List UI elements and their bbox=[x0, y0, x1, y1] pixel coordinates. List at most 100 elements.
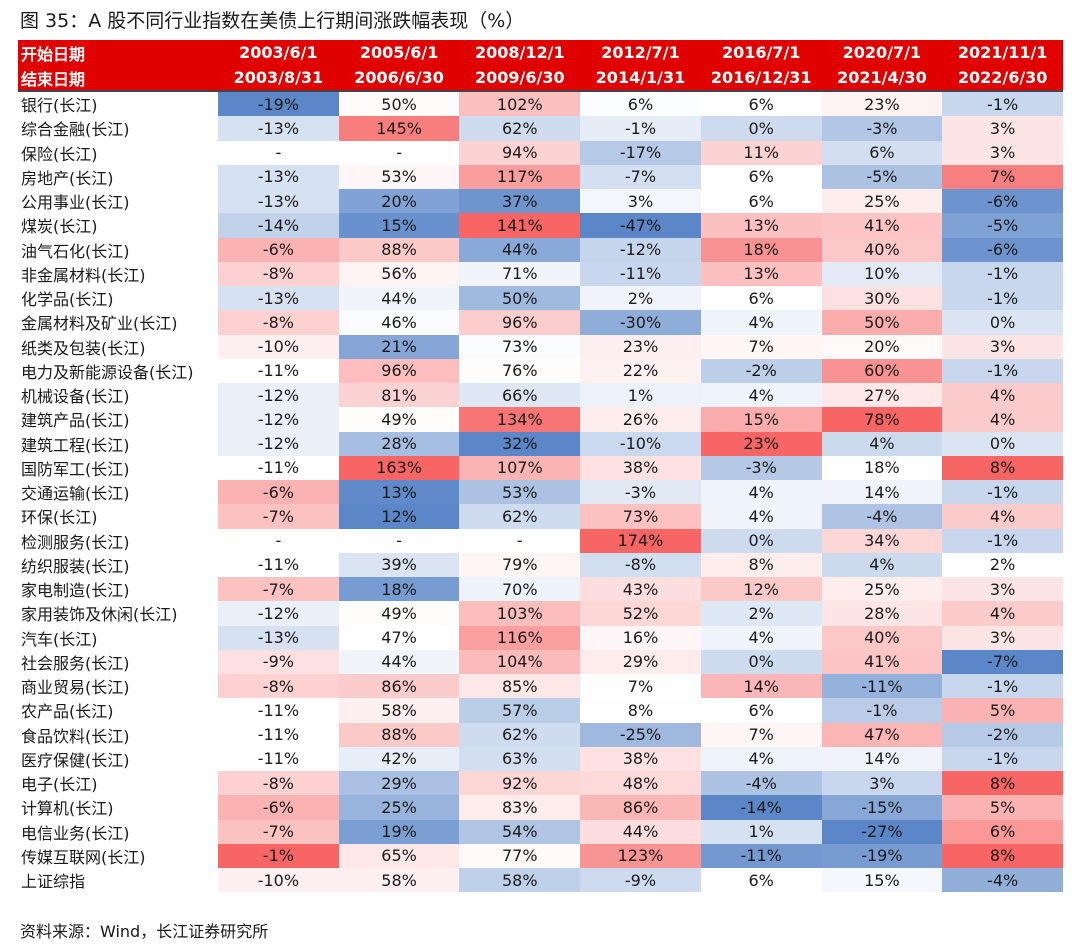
heatmap-cell: -1% bbox=[942, 261, 1063, 286]
heatmap-cell: 47% bbox=[821, 722, 943, 747]
heatmap-cell: -1% bbox=[580, 116, 701, 141]
row-label: 家电制造(长江) bbox=[21, 581, 130, 601]
heatmap-cell: -30% bbox=[580, 310, 701, 335]
table-row: 综合金融(长江) -13% 145% 62% -1% 0% -3% 3% bbox=[18, 116, 1063, 141]
heatmap-cell: -1% bbox=[942, 91, 1063, 117]
table-row: 油气石化(长江) -6% 88% 44% -12% 18% 40% -6% bbox=[18, 237, 1063, 262]
heatmap-cell: 15% bbox=[821, 868, 943, 893]
row-label: 纺织服装(长江) bbox=[21, 556, 130, 576]
heatmap-cell: 53% bbox=[459, 480, 581, 505]
heatmap-cell: 3% bbox=[942, 116, 1063, 141]
heatmap-cell: 44% bbox=[459, 237, 581, 262]
heatmap-cell: 163% bbox=[338, 455, 460, 480]
heatmap-cell: 0% bbox=[700, 528, 822, 553]
heatmap-cell: 13% bbox=[338, 480, 460, 505]
heatmap-cell: 6% bbox=[700, 91, 822, 117]
heatmap-cell: 71% bbox=[459, 261, 581, 286]
row-label: 汽车(长江) bbox=[21, 629, 98, 649]
heatmap-cell: 16% bbox=[580, 625, 701, 650]
heatmap-cell: 28% bbox=[338, 431, 460, 456]
heatmap-cell: 39% bbox=[338, 552, 460, 577]
heatmap-cell: -11% bbox=[218, 746, 339, 771]
heatmap-cell: 32% bbox=[459, 431, 581, 456]
heatmap-cell: 5% bbox=[942, 795, 1063, 820]
heatmap-cell: 18% bbox=[700, 237, 822, 262]
row-label: 家用装饰及休闲(长江) bbox=[21, 605, 178, 625]
heatmap-cell: 23% bbox=[580, 334, 701, 359]
heatmap-cell: 49% bbox=[338, 601, 460, 626]
heatmap-cell: 6% bbox=[942, 819, 1063, 844]
table-row: 煤炭(长江) -14% 15% 141% -47% 13% 41% -5% bbox=[18, 213, 1063, 238]
heatmap-cell: -25% bbox=[580, 722, 701, 747]
heatmap-table: 开始日期 2003/6/1 2005/6/1 2008/12/1 2012/7/1 20… bbox=[18, 40, 1063, 893]
heatmap-cell: -7% bbox=[942, 649, 1063, 674]
row-label: 化学品(长江) bbox=[21, 290, 114, 310]
heatmap-cell: 117% bbox=[459, 164, 581, 189]
table-row: 纺织服装(长江) -11% 39% 79% -8% 8% 4% 2% bbox=[18, 552, 1063, 577]
row-label: 食品饮料(长江) bbox=[21, 726, 130, 746]
heatmap-cell: 10% bbox=[821, 261, 943, 286]
heatmap-cell: 88% bbox=[338, 237, 460, 262]
heatmap-cell: 76% bbox=[459, 358, 581, 383]
heatmap-cell: 6% bbox=[580, 91, 701, 117]
column-start-date: 2021/11/1 bbox=[942, 40, 1063, 65]
heatmap-cell: 4% bbox=[700, 480, 822, 505]
row-label: 纸类及包装(长江) bbox=[21, 338, 146, 358]
heatmap-cell: 58% bbox=[459, 868, 581, 893]
heatmap-cell: 83% bbox=[459, 795, 581, 820]
heatmap-cell: -1% bbox=[942, 480, 1063, 505]
heatmap-cell: -1% bbox=[942, 286, 1063, 311]
heatmap-cell: -9% bbox=[580, 868, 701, 893]
heatmap-cell: 50% bbox=[338, 91, 460, 117]
heatmap-cell: 3% bbox=[821, 771, 943, 796]
heatmap-cell: -11% bbox=[218, 722, 339, 747]
heatmap-cell: 4% bbox=[942, 383, 1063, 408]
heatmap-cell: -11% bbox=[218, 552, 339, 577]
heatmap-cell: -8% bbox=[218, 261, 339, 286]
column-end-date: 2016/12/31 bbox=[700, 65, 822, 92]
heatmap-cell: -11% bbox=[821, 674, 943, 699]
heatmap-cell: -5% bbox=[821, 164, 943, 189]
heatmap-cell: 54% bbox=[459, 819, 581, 844]
heatmap-cell: 0% bbox=[700, 649, 822, 674]
heatmap-cell: 48% bbox=[580, 771, 701, 796]
heatmap-table-container: 开始日期 2003/6/1 2005/6/1 2008/12/1 2012/7/1 20… bbox=[18, 40, 1063, 893]
row-label: 上证综指 bbox=[21, 872, 86, 892]
heatmap-cell: 3% bbox=[942, 625, 1063, 650]
heatmap-cell: 23% bbox=[821, 91, 943, 117]
heatmap-cell: 37% bbox=[459, 189, 581, 214]
heatmap-cell: 50% bbox=[459, 286, 581, 311]
heatmap-cell: -1% bbox=[218, 843, 339, 868]
row-label: 交通运输(长江) bbox=[21, 484, 130, 504]
column-end-date: 2021/4/30 bbox=[821, 65, 943, 92]
heatmap-cell: 42% bbox=[338, 746, 460, 771]
heatmap-cell: 8% bbox=[942, 771, 1063, 796]
row-label: 非金属材料(长江) bbox=[21, 265, 146, 285]
heatmap-cell: -6% bbox=[942, 237, 1063, 262]
row-label: 综合金融(长江) bbox=[21, 120, 130, 140]
heatmap-cell: 29% bbox=[580, 649, 701, 674]
heatmap-cell: 38% bbox=[580, 455, 701, 480]
heatmap-cell: 4% bbox=[821, 431, 943, 456]
heatmap-cell: 96% bbox=[459, 310, 581, 335]
source-note: 资料来源：Wind，长江证券研究所 bbox=[20, 922, 269, 941]
table-row: 农产品(长江) -11% 58% 57% 8% 6% -1% 5% bbox=[18, 698, 1063, 723]
heatmap-cell: 85% bbox=[459, 674, 581, 699]
heatmap-cell: -11% bbox=[218, 698, 339, 723]
heatmap-cell: 3% bbox=[580, 189, 701, 214]
heatmap-cell: 0% bbox=[700, 116, 822, 141]
table-row: 传媒互联网(长江) -1% 65% 77% 123% -11% -19% 8% bbox=[18, 843, 1063, 868]
heatmap-cell: 4% bbox=[700, 625, 822, 650]
row-label: 煤炭(长江) bbox=[21, 217, 98, 237]
heatmap-cell: -17% bbox=[580, 140, 701, 165]
heatmap-cell: 3% bbox=[942, 577, 1063, 602]
heatmap-cell: 116% bbox=[459, 625, 581, 650]
row-label: 电信业务(长江) bbox=[21, 823, 130, 843]
heatmap-cell: 66% bbox=[459, 383, 581, 408]
heatmap-cell: -3% bbox=[700, 455, 822, 480]
heatmap-cell: -8% bbox=[580, 552, 701, 577]
heatmap-cell: - bbox=[338, 528, 460, 553]
heatmap-cell: -10% bbox=[218, 868, 339, 893]
column-start-date: 2005/6/1 bbox=[338, 40, 460, 65]
heatmap-cell: 141% bbox=[459, 213, 581, 238]
